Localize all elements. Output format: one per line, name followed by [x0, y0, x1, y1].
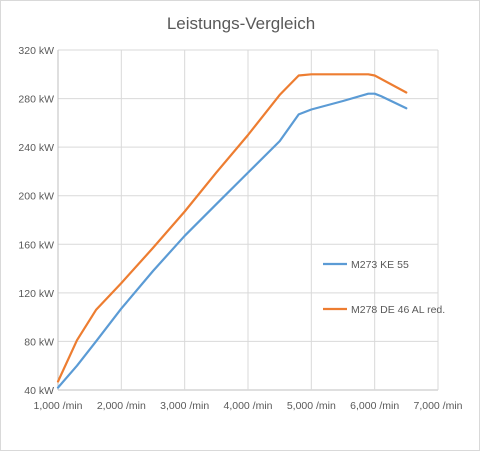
y-axis-tick-labels: 40 kW 80 kW 120 kW 160 kW 200 kW 240 kW 280 kW… [18, 45, 54, 397]
grid-lines [57, 49, 439, 391]
x-tick-label: 4,000 /min [223, 400, 272, 412]
legend-label-1: M273 KE 55 [351, 259, 409, 271]
y-tick-label: 200 kW [18, 191, 54, 203]
series-lines [56, 73, 408, 389]
series-line-1 [56, 92, 408, 389]
x-tick-label: 7,000 /min [413, 400, 462, 412]
x-tick-label: 1,000 /min [33, 400, 82, 412]
legend: M273 KE 55 M278 DE 46 AL red. [323, 259, 445, 316]
y-tick-label: 120 kW [18, 288, 54, 300]
y-tick-label: 40 kW [24, 385, 54, 397]
x-axis-tick-labels: 1,000 /min 2,000 /min 3,000 /min 4,000 /min… [33, 400, 462, 412]
y-tick-label: 280 kW [18, 94, 54, 106]
chart-title: Leistungs-Vergleich [167, 14, 315, 33]
x-tick-label: 2,000 /min [97, 400, 146, 412]
y-tick-label: 80 kW [24, 336, 54, 348]
x-tick-label: 3,000 /min [160, 400, 209, 412]
y-tick-label: 160 kW [18, 239, 54, 251]
y-tick-label: 240 kW [18, 142, 54, 154]
y-tick-label: 320 kW [18, 45, 54, 57]
x-tick-label: 6,000 /min [350, 400, 399, 412]
x-tick-label: 5,000 /min [287, 400, 336, 412]
series-line-2 [56, 73, 408, 383]
legend-label-2: M278 DE 46 AL red. [351, 304, 445, 316]
